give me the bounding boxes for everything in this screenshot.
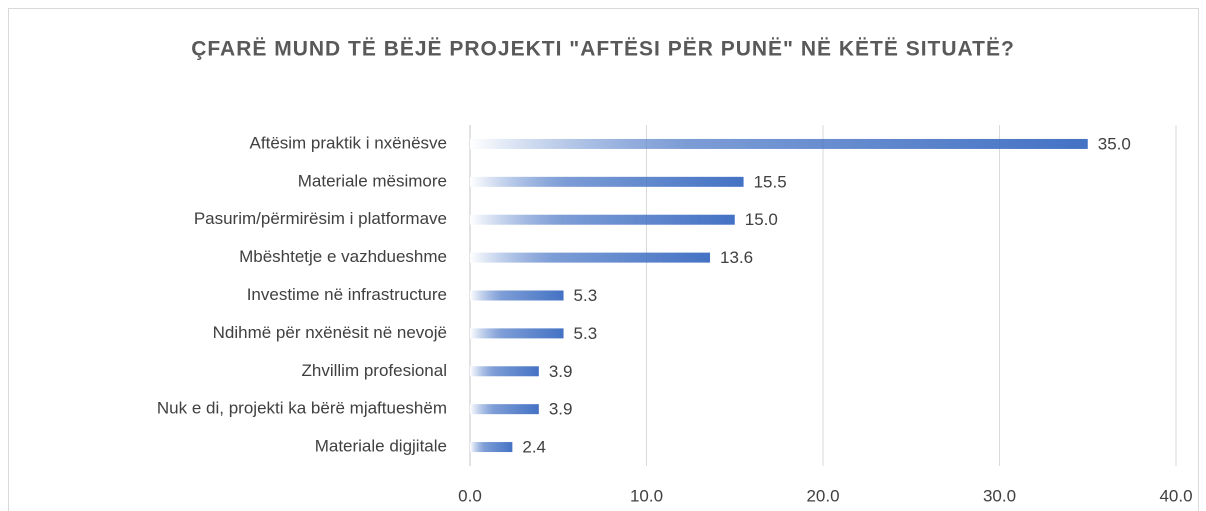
bar xyxy=(470,442,513,453)
x-tick-label: 40.0 xyxy=(1159,486,1192,505)
y-tick-label: Investime në infrastructure xyxy=(247,285,447,304)
value-label: 15.0 xyxy=(745,210,778,229)
y-tick-label: Zhvillim profesional xyxy=(302,361,448,380)
bar xyxy=(470,404,539,415)
x-tick-label: 0.0 xyxy=(458,486,482,505)
y-tick-label: Nuk e di, projekti ka bërë mjaftueshëm xyxy=(157,399,447,418)
chart-title: ÇFARË MUND TË BËJË PROJEKTI "AFTËSI PËR … xyxy=(191,38,1015,61)
value-label: 3.9 xyxy=(549,362,573,381)
x-tick-label: 10.0 xyxy=(630,486,663,505)
bar xyxy=(470,214,735,225)
value-label: 13.6 xyxy=(720,248,753,267)
bar xyxy=(470,252,711,263)
y-tick-label: Pasurim/përmirësim i platformave xyxy=(194,209,447,228)
x-tick-label: 20.0 xyxy=(806,486,839,505)
bar xyxy=(470,138,1088,149)
x-tick-label: 30.0 xyxy=(983,486,1016,505)
value-label: 35.0 xyxy=(1098,134,1131,153)
value-label: 15.5 xyxy=(754,172,787,191)
value-label: 5.3 xyxy=(574,286,598,305)
y-tick-label: Mbështetje e vazhdueshme xyxy=(239,247,447,266)
y-tick-label: Aftësim praktik i nxënësve xyxy=(250,133,447,152)
y-tick-label: Materiale mësimore xyxy=(298,171,447,190)
value-label: 5.3 xyxy=(574,324,598,343)
bar xyxy=(470,176,744,187)
bar xyxy=(470,366,539,377)
y-tick-label: Ndihmë për nxënësit në nevojë xyxy=(213,323,447,342)
value-label: 2.4 xyxy=(522,438,546,457)
value-label: 3.9 xyxy=(549,400,573,419)
y-tick-label: Materiale digjitale xyxy=(315,437,447,456)
bar xyxy=(470,328,564,339)
bar xyxy=(470,290,564,301)
